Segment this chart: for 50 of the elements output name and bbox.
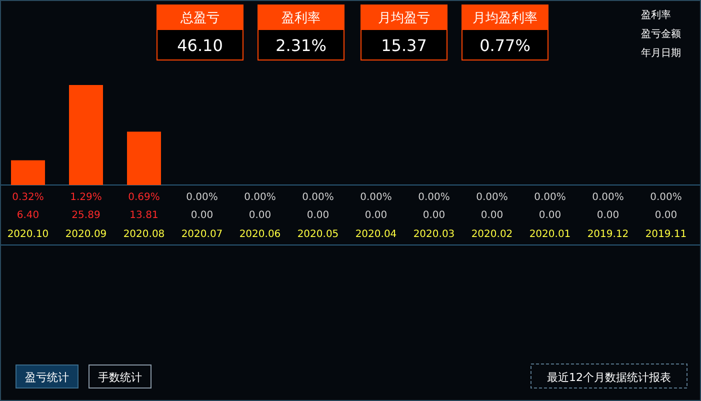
x-tick-label: 2020.08: [123, 229, 165, 240]
text: 0.32%: [12, 192, 44, 203]
x-tick-label: 2020.05: [297, 229, 339, 240]
text: 0.00%: [360, 192, 392, 203]
x-tick-label: 2019.12: [587, 229, 629, 240]
data-label: 25.89: [72, 210, 100, 221]
data-label: 13.81: [130, 210, 158, 221]
text: 0.69%: [128, 192, 160, 203]
x-tick-label: 2020.04: [355, 229, 397, 240]
text: 0.00%: [302, 192, 334, 203]
text: 15.37: [381, 36, 427, 55]
text: 0.00%: [418, 192, 450, 203]
data-label: 0.00: [654, 210, 678, 221]
text: 盈亏统计: [25, 371, 69, 384]
text: 0.00%: [534, 192, 566, 203]
data-label: 0.00: [364, 210, 388, 221]
text: 0.00%: [476, 192, 508, 203]
text: 盈利率: [641, 9, 671, 21]
text: 0.00%: [592, 192, 624, 203]
x-tick-label: 2020.03: [413, 229, 455, 240]
text: 0.77%: [480, 36, 530, 55]
data-label: 6.40: [16, 210, 40, 221]
text: 1.29%: [70, 192, 102, 203]
category-label: 总盈亏: [180, 11, 220, 26]
x-tick-label: 2019.11: [645, 229, 687, 240]
text: 0.00%: [186, 192, 218, 203]
text: 2.31%: [276, 36, 326, 55]
text: 手数统计: [98, 371, 142, 384]
data-label: 0.00: [306, 210, 330, 221]
data-label: 0.00: [538, 210, 562, 221]
x-tick-label: 2020.06: [239, 229, 281, 240]
data-label: 0.00: [248, 210, 272, 221]
x-tick-label: 2020.01: [529, 229, 571, 240]
text: 0.00%: [244, 192, 276, 203]
x-tick-label: 2020.07: [181, 229, 223, 240]
category-label: 盈利率: [282, 10, 320, 26]
text: 盈亏金额: [641, 28, 681, 40]
text: 最近12个月数据统计报表: [547, 371, 671, 384]
category-label: 月均盈利率: [472, 10, 538, 26]
x-tick-label: 2020.02: [471, 229, 513, 240]
data-label: 0.00: [422, 210, 446, 221]
x-tick-label: 2020.09: [65, 229, 107, 240]
text: 0.00%: [650, 192, 682, 203]
data-label: 0.00: [596, 210, 620, 221]
category-label: 月均盈亏: [378, 11, 430, 26]
text: 年月日期: [641, 47, 681, 59]
x-tick-label: 2020.10: [7, 229, 49, 240]
data-label: 0.00: [480, 210, 504, 221]
text: 46.10: [177, 36, 223, 55]
data-label: 0.00: [190, 210, 214, 221]
